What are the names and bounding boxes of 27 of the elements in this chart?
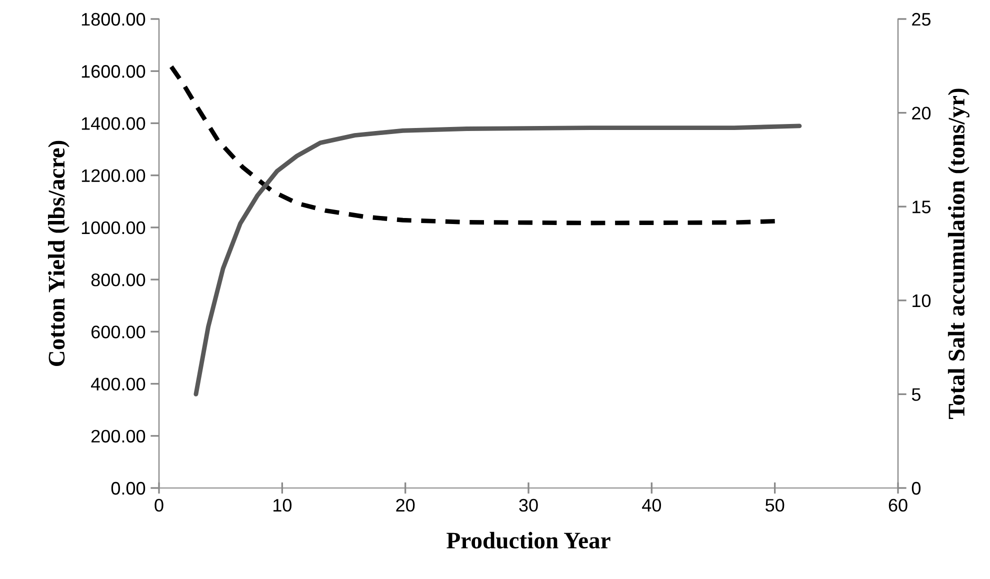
x-tick-label: 50 [766, 498, 784, 512]
y2-tick-label: 5 [912, 388, 920, 401]
y2-tick-label: 15 [912, 200, 931, 214]
x-tick-label: 60 [888, 498, 908, 512]
x-axis-title: Production Year [446, 532, 610, 549]
y-tick-label: 1400.00 [82, 117, 146, 130]
y2-tick-label: 25 [912, 12, 931, 26]
y-tick-label: 1200.00 [82, 169, 146, 182]
line-series [194, 124, 802, 396]
y-tick-label: 1000.00 [82, 221, 146, 234]
y-tick-label: 1600.00 [82, 65, 146, 78]
y-tick-label: 1800.00 [82, 12, 146, 26]
y2-tick-label: 0 [912, 482, 921, 495]
y2-tick-label: 10 [912, 294, 931, 308]
y2-axis-title: Total Salt accumulation (tons/yr) [948, 88, 970, 419]
y2-tick-label: 20 [912, 106, 931, 120]
y-tick-label: 0.00 [111, 482, 146, 495]
x-tick-label: 30 [519, 498, 538, 512]
x-tick-label: 20 [396, 498, 415, 512]
y-tick-label: 800.00 [91, 273, 146, 286]
x-tick-label: 40 [642, 498, 662, 512]
x-tick-label: 0 [154, 498, 164, 512]
y-tick-label: 400.00 [91, 378, 146, 390]
x-tick-label: 10 [274, 498, 292, 512]
y-axis-title: Cotton Yield (lbs/acre) [48, 140, 70, 366]
y-tick-label: 200.00 [91, 430, 146, 443]
y-tick-label: 600.00 [92, 326, 146, 338]
